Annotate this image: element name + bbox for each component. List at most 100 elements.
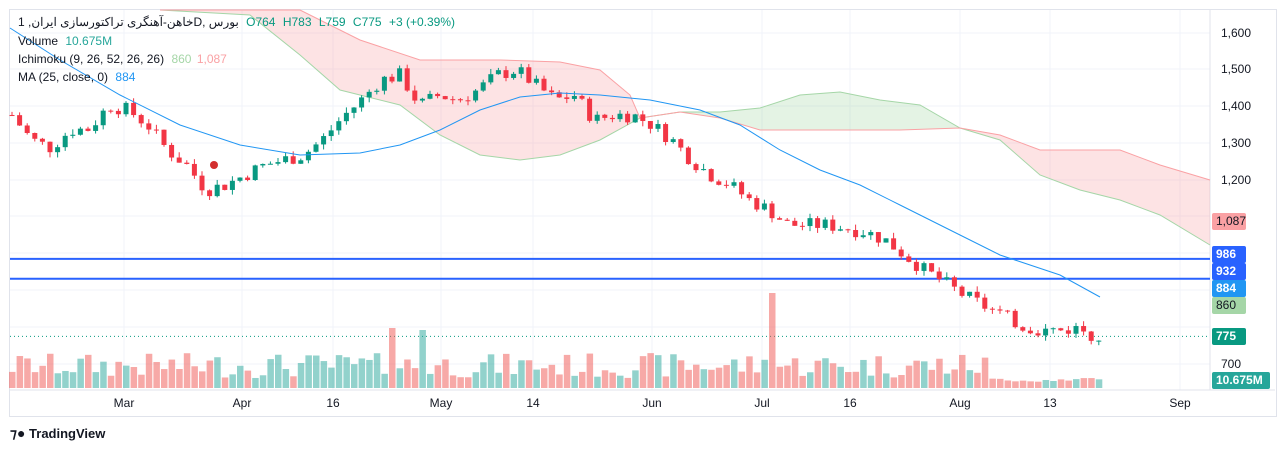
volume-bar [731, 359, 738, 388]
legend-ma[interactable]: MA (25, close, 0) 884 [18, 70, 135, 84]
candle [1065, 330, 1071, 334]
volume-bar [39, 365, 46, 388]
volume-bar [609, 372, 616, 388]
candle [853, 230, 859, 238]
volume-bar [1065, 380, 1072, 388]
volume-bar [807, 372, 814, 388]
candle [366, 91, 372, 98]
candle [594, 114, 600, 121]
x-tick: Aug [949, 396, 971, 410]
candle [131, 102, 137, 116]
volume-bar [594, 376, 601, 388]
volume-bar [168, 359, 176, 388]
candle [321, 136, 327, 145]
candle [777, 218, 783, 220]
volume-bar [275, 354, 282, 388]
volume-bar [366, 359, 373, 388]
candle [199, 175, 205, 191]
candle [1081, 326, 1087, 332]
cloud-bearish [960, 128, 1210, 245]
logo-text: TradingView [29, 426, 106, 441]
candle [936, 271, 942, 280]
candle [617, 113, 623, 120]
volume-bar [1057, 379, 1065, 388]
volume-bar [31, 372, 39, 388]
candle [830, 219, 836, 231]
candle [100, 110, 106, 126]
volume-bar [47, 353, 54, 388]
candle [564, 97, 570, 99]
candle [9, 115, 15, 117]
candle [655, 124, 661, 129]
volume-bar [852, 371, 860, 388]
volume-bar [639, 356, 647, 388]
candle [875, 232, 881, 243]
volume-bar [434, 365, 442, 388]
volume-bar [1042, 379, 1050, 388]
candle [860, 235, 866, 238]
ichimoku-label: Ichimoku (9, 26, 52, 26, 26) [18, 52, 165, 66]
volume-bar [244, 370, 252, 388]
candle [837, 229, 843, 231]
candle [663, 124, 669, 143]
candle [1020, 327, 1026, 331]
volume-bar [69, 372, 77, 388]
volume-bar [358, 358, 366, 388]
candle [571, 95, 577, 99]
candle [404, 68, 410, 91]
volume-bar [890, 377, 898, 388]
ichimoku-b-price-label: 1,087 [1212, 213, 1246, 230]
candle [541, 78, 547, 91]
candle [93, 125, 99, 131]
candle [153, 129, 159, 131]
volume-bar [427, 373, 434, 388]
candle [898, 249, 904, 257]
volume-bar [571, 375, 578, 388]
volume-bar [579, 371, 586, 388]
candle [784, 219, 790, 221]
candle [708, 169, 714, 182]
tradingview-logo[interactable]: ⁊● TradingView [10, 425, 105, 442]
volume-bar [791, 358, 799, 388]
y-tick: 1,200 [1221, 173, 1252, 187]
volume-bar [1095, 379, 1103, 388]
volume-bar [138, 374, 145, 388]
candle [275, 162, 281, 164]
candle [176, 157, 182, 163]
volume-bar [723, 365, 730, 388]
volume-bar [24, 358, 31, 388]
ohlc-low: L759 [318, 15, 346, 29]
volume-bar [784, 365, 791, 388]
cloud-bearish [160, 10, 640, 160]
candle [685, 147, 691, 165]
chart-frame[interactable] [9, 9, 1277, 417]
volume-bar [259, 375, 267, 388]
volume-bar [715, 367, 723, 388]
symbol-title[interactable]: خاهن-آهنگری تراکتورسازی ایران, 1D, بورس [18, 15, 239, 29]
candle [997, 309, 1003, 311]
volume-bar [997, 378, 1004, 388]
volume-bar [905, 365, 913, 388]
x-tick: 13 [1043, 396, 1057, 410]
candle [85, 128, 91, 131]
candle [115, 110, 121, 115]
volume-bar [389, 328, 396, 388]
candle [533, 78, 539, 83]
candle [518, 67, 524, 74]
candle [1005, 310, 1011, 312]
volume-bar [145, 353, 153, 388]
ichimoku-b-value: 1,087 [196, 52, 227, 66]
volume-bar [9, 371, 16, 388]
candle [260, 163, 266, 166]
x-tick: Jun [642, 396, 662, 410]
candle [883, 238, 889, 243]
volume-bar [959, 354, 966, 388]
legend-ichimoku[interactable]: Ichimoku (9, 26, 52, 26, 26) 860 1,087 [18, 52, 227, 66]
volume-bar [708, 369, 715, 388]
volume-bar [829, 363, 837, 388]
candle [716, 181, 722, 185]
x-tick: Jul [754, 396, 770, 410]
legend-volume[interactable]: Volume 10.675M [18, 34, 112, 48]
volume-bar [989, 378, 996, 388]
